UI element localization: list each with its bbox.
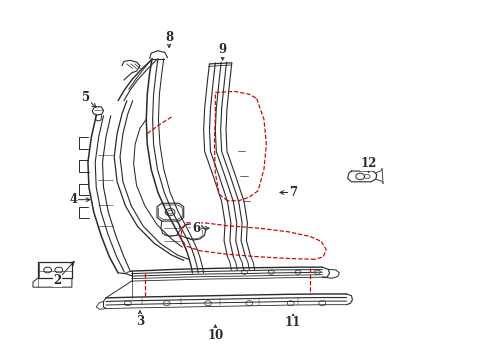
Text: 3: 3 (136, 315, 144, 328)
Text: 5: 5 (82, 91, 90, 104)
Text: 10: 10 (207, 329, 223, 342)
Text: 12: 12 (360, 157, 376, 170)
Text: 11: 11 (285, 316, 301, 329)
Text: 2: 2 (53, 274, 61, 287)
Text: 7: 7 (288, 186, 297, 199)
Text: 6: 6 (191, 222, 200, 235)
Text: 9: 9 (218, 43, 226, 56)
Text: 4: 4 (69, 193, 77, 206)
Text: 8: 8 (165, 31, 173, 44)
